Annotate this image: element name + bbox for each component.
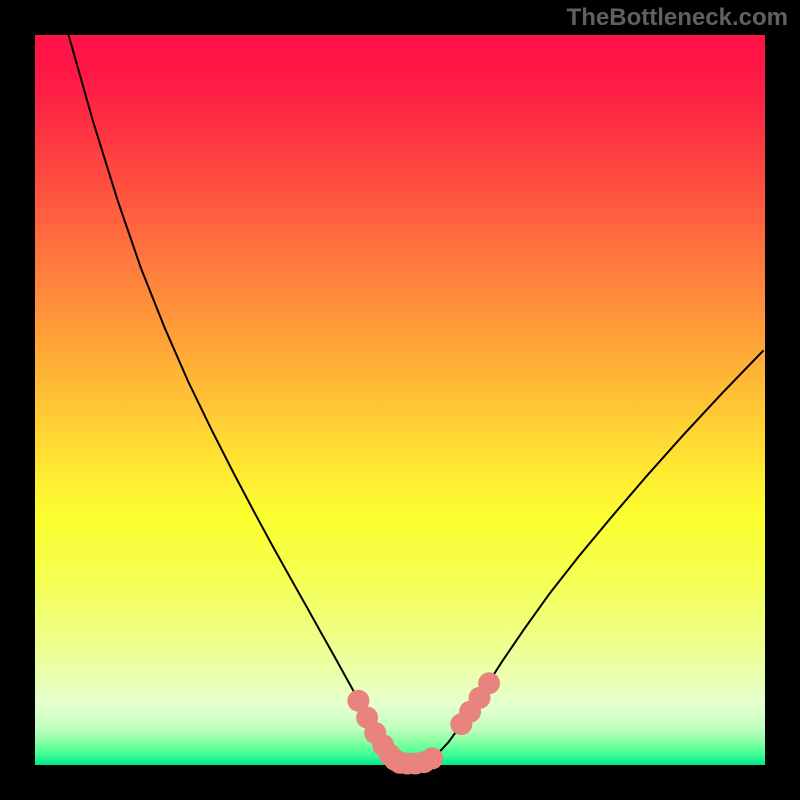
chart-container: TheBottleneck.com <box>0 0 800 800</box>
plot-area <box>35 35 765 765</box>
chart-svg <box>0 0 800 800</box>
marker-bottom-5 <box>421 747 443 769</box>
watermark-text: TheBottleneck.com <box>567 4 788 32</box>
marker-right-3 <box>478 672 500 694</box>
